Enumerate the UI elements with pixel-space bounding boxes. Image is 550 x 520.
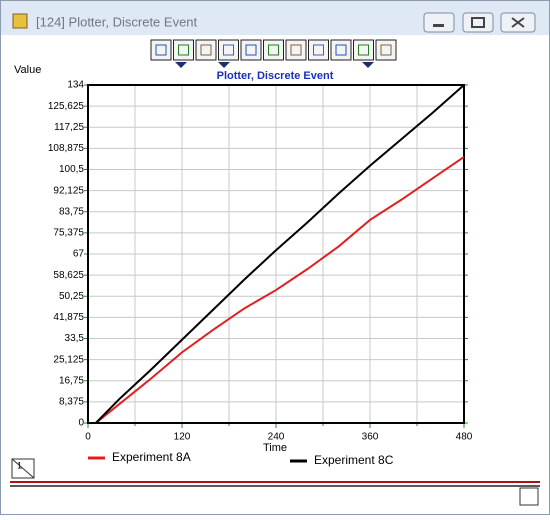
- y-tick-label: 83,75: [59, 206, 84, 217]
- legend-label: Experiment 8A: [112, 450, 191, 464]
- toolbar-button[interactable]: [150, 39, 172, 61]
- toolbar-icon: [313, 44, 324, 56]
- toolbar-icon: [335, 44, 347, 56]
- toolbar-icon: [358, 44, 369, 56]
- y-tick-label: 50,25: [59, 291, 84, 302]
- y-tick-label: 117,25: [54, 122, 84, 133]
- maximize-icon: [471, 17, 485, 28]
- toolbar: [150, 39, 397, 68]
- y-tick-label: 67: [73, 249, 85, 260]
- toolbar-icon: [380, 44, 392, 56]
- y-tick-label: 0: [78, 418, 84, 429]
- maximize-button[interactable]: [462, 12, 494, 33]
- plot-area: 0 8,375 16,75 25,125 33,5 41,875 50,25 58,625 67…: [48, 80, 473, 443]
- toolbar-button[interactable]: [263, 39, 284, 61]
- toolbar-button[interactable]: [353, 39, 374, 61]
- window-title: [124] Plotter, Discrete Event: [36, 14, 198, 29]
- page-indicator: 1: [17, 460, 22, 470]
- minimize-icon: [433, 24, 444, 27]
- y-tick-label: 92,125: [53, 185, 84, 196]
- x-tick-label: 480: [456, 432, 473, 443]
- window-controls: [423, 12, 536, 33]
- series-line: [95, 156, 465, 424]
- toolbar-button[interactable]: [330, 39, 352, 61]
- y-tick-label: 108,875: [48, 143, 85, 154]
- x-tick-label: 0: [85, 432, 91, 443]
- dropdown-arrow: [362, 62, 374, 68]
- y-tick-label: 16,75: [59, 375, 84, 386]
- y-tick-label: 25,125: [53, 354, 84, 365]
- toolbar-button[interactable]: [173, 39, 194, 61]
- x-tick-label: 120: [174, 432, 191, 443]
- corner-box[interactable]: [519, 487, 539, 506]
- x-tick-label: 240: [268, 432, 285, 443]
- series-line: [95, 84, 465, 424]
- y-tick-label: 8,375: [59, 397, 84, 408]
- toolbar-button[interactable]: [285, 39, 307, 61]
- page-box-diagonal: [11, 458, 35, 479]
- x-tick-label: 360: [362, 432, 379, 443]
- y-tick-label: 134: [67, 80, 84, 91]
- y-tick-label: 58,625: [53, 270, 84, 281]
- toolbar-icon: [178, 44, 189, 56]
- toolbar-icon: [245, 44, 257, 56]
- minimize-button[interactable]: [423, 12, 455, 33]
- x-axis-label: Time: [263, 442, 287, 454]
- legend-label: Experiment 8C: [314, 453, 394, 467]
- dropdown-arrow: [175, 62, 187, 68]
- toolbar-icon: [155, 44, 167, 56]
- y-tick-label: 75,375: [53, 228, 84, 239]
- toolbar-icon: [200, 44, 212, 56]
- y-tick-label: 100,5: [59, 164, 84, 175]
- toolbar-icon: [268, 44, 279, 56]
- y-axis-label: Value: [14, 64, 41, 76]
- title-bar: [1, 1, 549, 35]
- chart-title: Plotter, Discrete Event: [217, 70, 334, 82]
- y-tick-label: 41,875: [53, 312, 84, 323]
- close-icon: [511, 17, 525, 28]
- plot-frame: [87, 84, 465, 424]
- toolbar-icon: [223, 44, 234, 56]
- toolbar-button[interactable]: [195, 39, 217, 61]
- toolbar-icon: [290, 44, 302, 56]
- toolbar-button[interactable]: [308, 39, 329, 61]
- y-tick-label: 125,625: [48, 101, 85, 112]
- toolbar-button[interactable]: [240, 39, 262, 61]
- toolbar-button[interactable]: [375, 39, 397, 61]
- toolbar-button[interactable]: [218, 39, 239, 61]
- y-tick-label: 33,5: [65, 333, 85, 344]
- dropdown-arrow: [218, 62, 230, 68]
- app-icon: [12, 13, 28, 29]
